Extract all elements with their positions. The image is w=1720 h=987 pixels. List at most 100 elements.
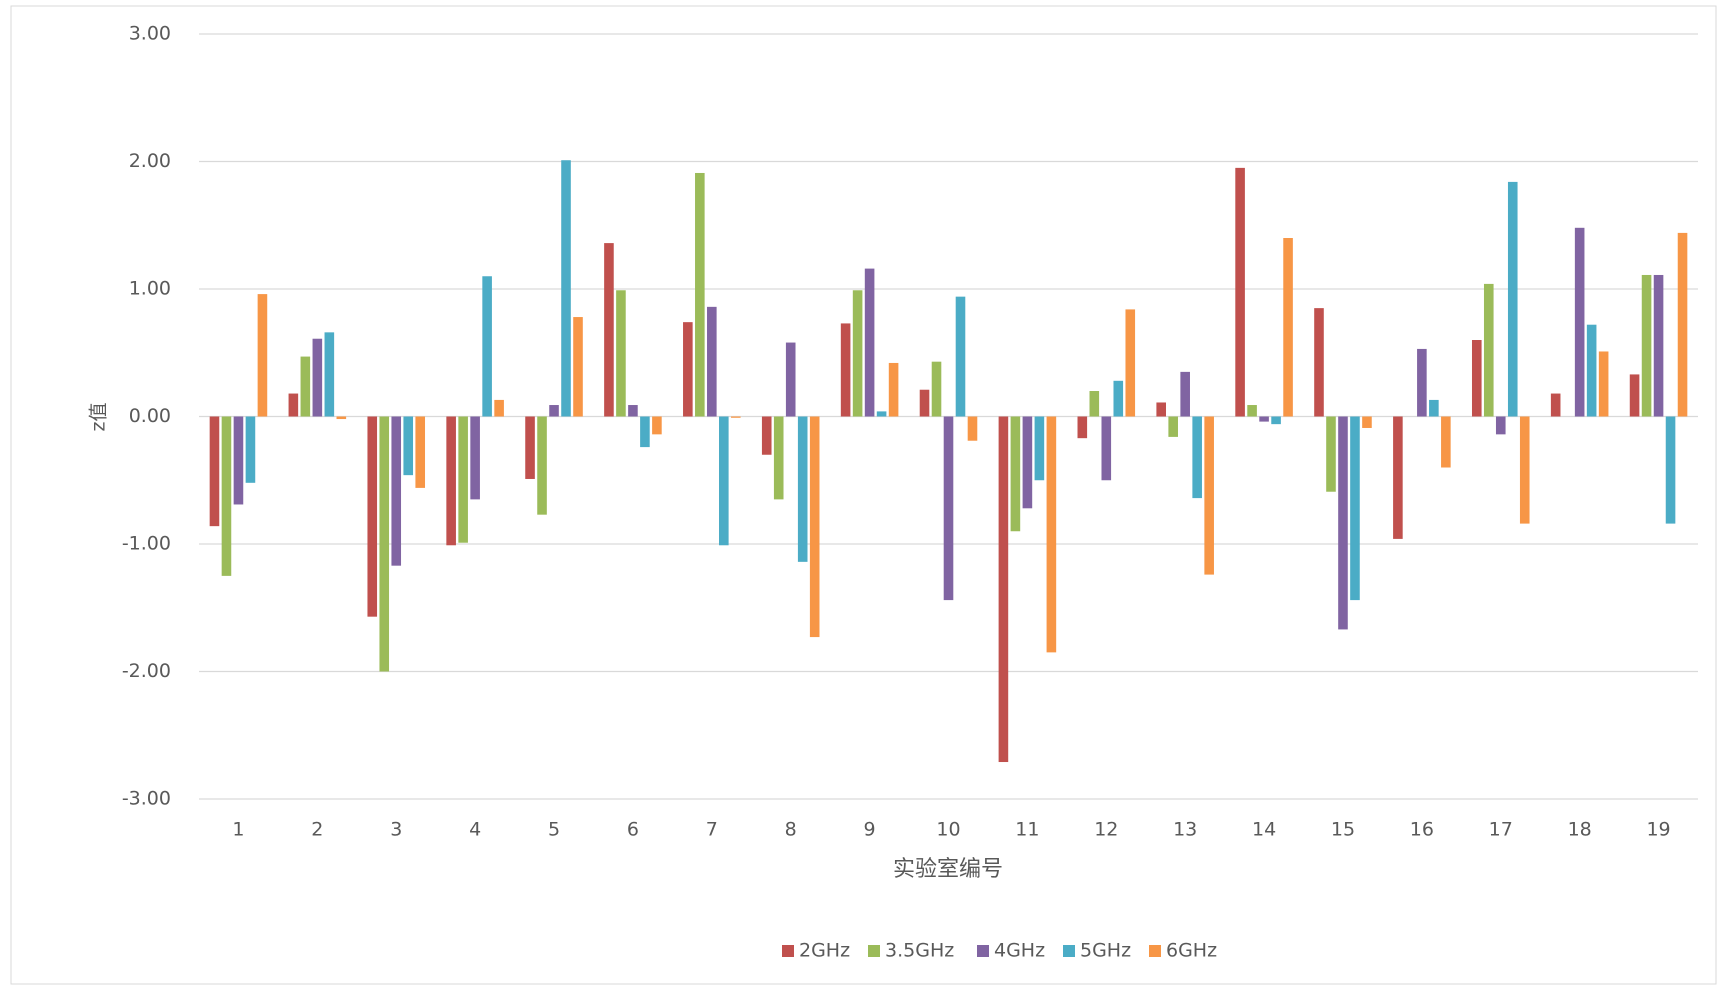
bar	[525, 416, 535, 479]
legend-label: 4GHz	[994, 940, 1045, 962]
bar	[1101, 416, 1112, 481]
bar	[943, 416, 954, 601]
x-tick-label: 17	[1489, 819, 1513, 841]
bar	[967, 416, 978, 441]
bar	[809, 416, 820, 638]
x-tick-label: 9	[864, 819, 876, 841]
bar	[652, 416, 662, 435]
bar	[494, 399, 504, 417]
bar	[288, 393, 299, 417]
bar	[1495, 416, 1506, 435]
bar	[1168, 416, 1178, 437]
legend-swatch	[782, 945, 794, 957]
bar	[640, 416, 650, 448]
bar	[1010, 416, 1021, 532]
bar	[1022, 416, 1033, 509]
bar	[1271, 416, 1281, 425]
bar	[955, 296, 966, 417]
bar	[573, 317, 583, 417]
legend-swatch	[1149, 945, 1161, 957]
bar	[245, 416, 256, 483]
bar	[458, 416, 468, 543]
y-tick-label: 2.00	[129, 150, 171, 172]
x-tick-label: 13	[1173, 819, 1197, 841]
bar	[773, 416, 784, 500]
x-tick-label: 16	[1410, 819, 1434, 841]
bar	[797, 416, 808, 562]
legend-swatch	[977, 945, 989, 957]
x-axis-title: 实验室编号	[893, 857, 1003, 882]
bar	[683, 322, 693, 417]
bar	[864, 268, 875, 417]
bar	[852, 290, 863, 417]
bar	[367, 416, 378, 617]
chart-frame	[10, 5, 1717, 985]
y-tick-label: -2.00	[122, 660, 171, 682]
legend-label: 5GHz	[1080, 940, 1131, 962]
bar	[446, 416, 456, 546]
bar	[1665, 416, 1676, 524]
bar	[785, 342, 796, 417]
bar	[919, 389, 930, 417]
x-tick-label: 2	[311, 819, 323, 841]
y-axis-title: z值	[88, 403, 110, 432]
x-tick-label: 18	[1568, 819, 1592, 841]
bar	[1192, 416, 1202, 499]
bar	[876, 411, 887, 417]
bar	[470, 416, 480, 500]
legend-swatch	[1063, 945, 1075, 957]
bar	[628, 405, 638, 417]
bar	[403, 416, 414, 476]
bar	[1598, 351, 1609, 417]
bar	[707, 306, 717, 417]
x-tick-label: 8	[785, 819, 797, 841]
bar	[1471, 340, 1482, 417]
x-tick-label: 11	[1015, 819, 1039, 841]
bar	[616, 290, 626, 417]
bar	[1156, 402, 1166, 417]
bar	[1247, 405, 1257, 417]
bar	[1574, 227, 1585, 417]
bar	[1326, 416, 1336, 492]
bar	[1113, 380, 1124, 417]
y-tick-label: -3.00	[122, 788, 171, 810]
bar	[1046, 416, 1057, 653]
bar	[1507, 181, 1518, 417]
bar	[336, 416, 347, 420]
bar	[1259, 416, 1269, 422]
y-tick-label: 0.00	[129, 405, 171, 427]
bar	[1629, 374, 1640, 417]
bar	[1362, 416, 1372, 428]
bar	[1034, 416, 1045, 481]
bar	[1483, 283, 1494, 417]
bar	[312, 338, 323, 417]
bar	[1180, 371, 1190, 417]
bar	[257, 294, 268, 417]
bar	[1677, 232, 1688, 417]
bar	[1586, 324, 1597, 417]
y-tick-label: -1.00	[122, 533, 171, 555]
bar	[1283, 238, 1293, 417]
y-tick-label: 3.00	[129, 23, 171, 45]
x-tick-label: 3	[390, 819, 402, 841]
x-tick-label: 4	[469, 819, 481, 841]
bar	[415, 416, 426, 488]
bar	[221, 416, 232, 576]
bar	[324, 332, 335, 417]
legend-label: 6GHz	[1166, 940, 1217, 962]
bar	[1350, 416, 1360, 601]
bar	[1393, 416, 1403, 539]
x-tick-label: 5	[548, 819, 560, 841]
legend-label: 2GHz	[799, 940, 850, 962]
bar	[1077, 416, 1088, 439]
x-tick-label: 14	[1252, 819, 1276, 841]
bar	[1089, 391, 1100, 417]
x-tick-label: 10	[936, 819, 960, 841]
bar	[379, 416, 390, 672]
y-tick-label: 1.00	[129, 278, 171, 300]
bar	[1641, 274, 1652, 417]
bar	[1204, 416, 1214, 575]
bar	[695, 172, 705, 417]
bar	[1519, 416, 1530, 524]
